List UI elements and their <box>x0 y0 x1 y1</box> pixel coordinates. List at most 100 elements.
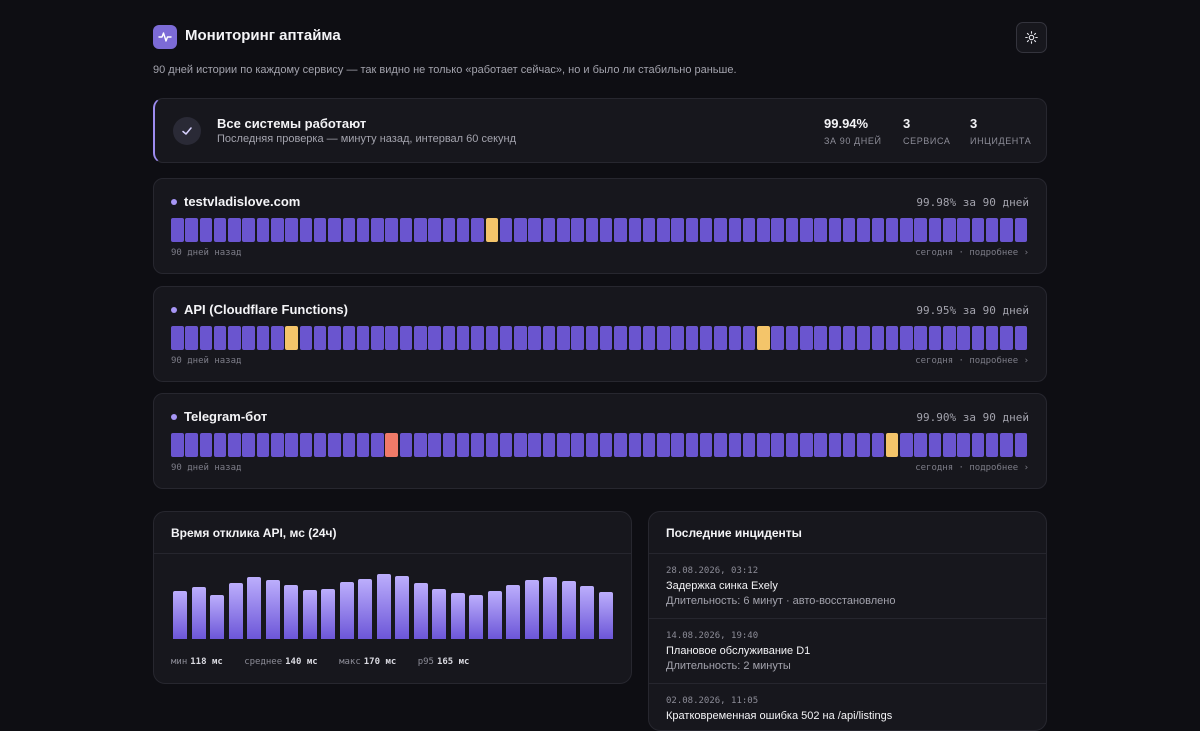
uptime-day-bar[interactable] <box>571 326 584 350</box>
uptime-day-bar[interactable] <box>671 326 684 350</box>
uptime-day-bar[interactable] <box>299 326 313 350</box>
incident-item[interactable]: 28.08.2026, 03:12 Задержка синка Exely Д… <box>649 554 1046 619</box>
uptime-day-bar[interactable] <box>213 326 227 350</box>
incident-item[interactable]: 14.08.2026, 19:40 Плановое обслуживание … <box>649 619 1046 684</box>
uptime-day-bar[interactable] <box>771 326 784 350</box>
uptime-day-bar[interactable] <box>499 326 513 350</box>
uptime-day-bar[interactable] <box>171 218 184 242</box>
uptime-day-bar[interactable] <box>685 326 699 350</box>
uptime-day-bar[interactable] <box>228 326 241 350</box>
uptime-day-bar[interactable] <box>857 218 870 242</box>
uptime-day-bar[interactable] <box>685 433 699 457</box>
uptime-day-bar[interactable] <box>199 218 213 242</box>
uptime-day-bar[interactable] <box>213 433 227 457</box>
uptime-day-bar[interactable] <box>699 218 713 242</box>
uptime-day-bar[interactable] <box>356 218 370 242</box>
uptime-day-bar[interactable] <box>1014 433 1028 457</box>
uptime-day-bar[interactable] <box>185 433 198 457</box>
uptime-day-bar[interactable] <box>943 326 956 350</box>
uptime-day-bar[interactable] <box>928 326 942 350</box>
uptime-day-bar[interactable] <box>256 433 270 457</box>
uptime-day-bar[interactable] <box>900 326 913 350</box>
uptime-day-bar[interactable] <box>585 218 599 242</box>
uptime-day-bar[interactable] <box>785 326 799 350</box>
uptime-day-bar[interactable] <box>242 433 255 457</box>
uptime-day-bar[interactable] <box>599 218 613 242</box>
uptime-day-bar[interactable] <box>514 433 527 457</box>
uptime-day-bar[interactable] <box>742 326 756 350</box>
uptime-day-bar[interactable] <box>657 218 670 242</box>
uptime-day-bar[interactable] <box>342 326 356 350</box>
uptime-day-bar[interactable] <box>728 218 742 242</box>
uptime-day-bar[interactable] <box>842 218 856 242</box>
uptime-day-bar[interactable] <box>771 218 784 242</box>
uptime-day-bar[interactable] <box>614 433 627 457</box>
uptime-day-bar[interactable] <box>342 218 356 242</box>
uptime-day-bar[interactable] <box>614 326 627 350</box>
uptime-day-bar[interactable] <box>399 218 413 242</box>
uptime-day-bar[interactable] <box>699 433 713 457</box>
uptime-day-bar[interactable] <box>328 433 341 457</box>
uptime-day-bar[interactable] <box>985 218 999 242</box>
uptime-day-bar[interactable] <box>428 218 441 242</box>
uptime-day-bar[interactable] <box>271 326 284 350</box>
uptime-day-bar[interactable] <box>857 326 870 350</box>
uptime-day-bar[interactable] <box>757 326 770 350</box>
uptime-day-bar[interactable] <box>199 326 213 350</box>
uptime-day-bar[interactable] <box>914 433 927 457</box>
uptime-day-bar[interactable] <box>885 326 899 350</box>
uptime-day-bar[interactable] <box>657 433 670 457</box>
uptime-day-bar[interactable] <box>943 218 956 242</box>
uptime-day-bar[interactable] <box>342 433 356 457</box>
uptime-day-bar[interactable] <box>571 218 584 242</box>
uptime-day-bar[interactable] <box>528 433 541 457</box>
uptime-day-bar[interactable] <box>256 326 270 350</box>
uptime-day-bar[interactable] <box>714 218 727 242</box>
uptime-day-bar[interactable] <box>271 433 284 457</box>
uptime-day-bar[interactable] <box>199 433 213 457</box>
uptime-day-bar[interactable] <box>371 326 384 350</box>
uptime-day-bar[interactable] <box>313 218 327 242</box>
uptime-day-bar[interactable] <box>642 433 656 457</box>
uptime-day-bar[interactable] <box>456 326 470 350</box>
uptime-day-bar[interactable] <box>971 326 985 350</box>
uptime-day-bar[interactable] <box>585 326 599 350</box>
uptime-day-bar[interactable] <box>928 433 942 457</box>
uptime-day-bar[interactable] <box>957 433 970 457</box>
uptime-day-bar[interactable] <box>542 433 556 457</box>
uptime-day-bar[interactable] <box>985 326 999 350</box>
uptime-day-bar[interactable] <box>514 326 527 350</box>
uptime-day-bar[interactable] <box>442 433 456 457</box>
uptime-day-bar[interactable] <box>185 326 198 350</box>
uptime-day-bar[interactable] <box>828 218 842 242</box>
uptime-day-bar[interactable] <box>828 326 842 350</box>
uptime-day-bar[interactable] <box>285 326 298 350</box>
uptime-day-bar[interactable] <box>1014 326 1028 350</box>
uptime-day-bar[interactable] <box>971 433 985 457</box>
uptime-day-bar[interactable] <box>614 218 627 242</box>
uptime-day-bar[interactable] <box>499 433 513 457</box>
uptime-day-bar[interactable] <box>228 218 241 242</box>
uptime-day-bar[interactable] <box>657 326 670 350</box>
uptime-day-bar[interactable] <box>371 218 384 242</box>
uptime-day-bar[interactable] <box>442 218 456 242</box>
uptime-day-bar[interactable] <box>642 326 656 350</box>
uptime-day-bar[interactable] <box>814 326 827 350</box>
uptime-day-bar[interactable] <box>571 433 584 457</box>
uptime-day-bar[interactable] <box>628 218 641 242</box>
uptime-day-bar[interactable] <box>757 433 770 457</box>
uptime-day-bar[interactable] <box>985 433 999 457</box>
uptime-day-bar[interactable] <box>385 433 398 457</box>
uptime-day-bar[interactable] <box>800 218 813 242</box>
uptime-day-bar[interactable] <box>699 326 713 350</box>
details-link[interactable]: сегодня · подробнее › <box>915 463 1029 473</box>
uptime-day-bar[interactable] <box>828 433 842 457</box>
details-link[interactable]: сегодня · подробнее › <box>915 248 1029 258</box>
uptime-day-bar[interactable] <box>328 218 341 242</box>
service-card[interactable]: testvladislove.com 99.98% за 90 дней 90 … <box>153 178 1047 274</box>
uptime-day-bar[interactable] <box>1014 218 1028 242</box>
uptime-day-bar[interactable] <box>528 326 541 350</box>
incident-item[interactable]: 02.08.2026, 11:05 Кратковременная ошибка… <box>649 684 1046 730</box>
uptime-day-bar[interactable] <box>171 326 184 350</box>
uptime-day-bar[interactable] <box>299 433 313 457</box>
